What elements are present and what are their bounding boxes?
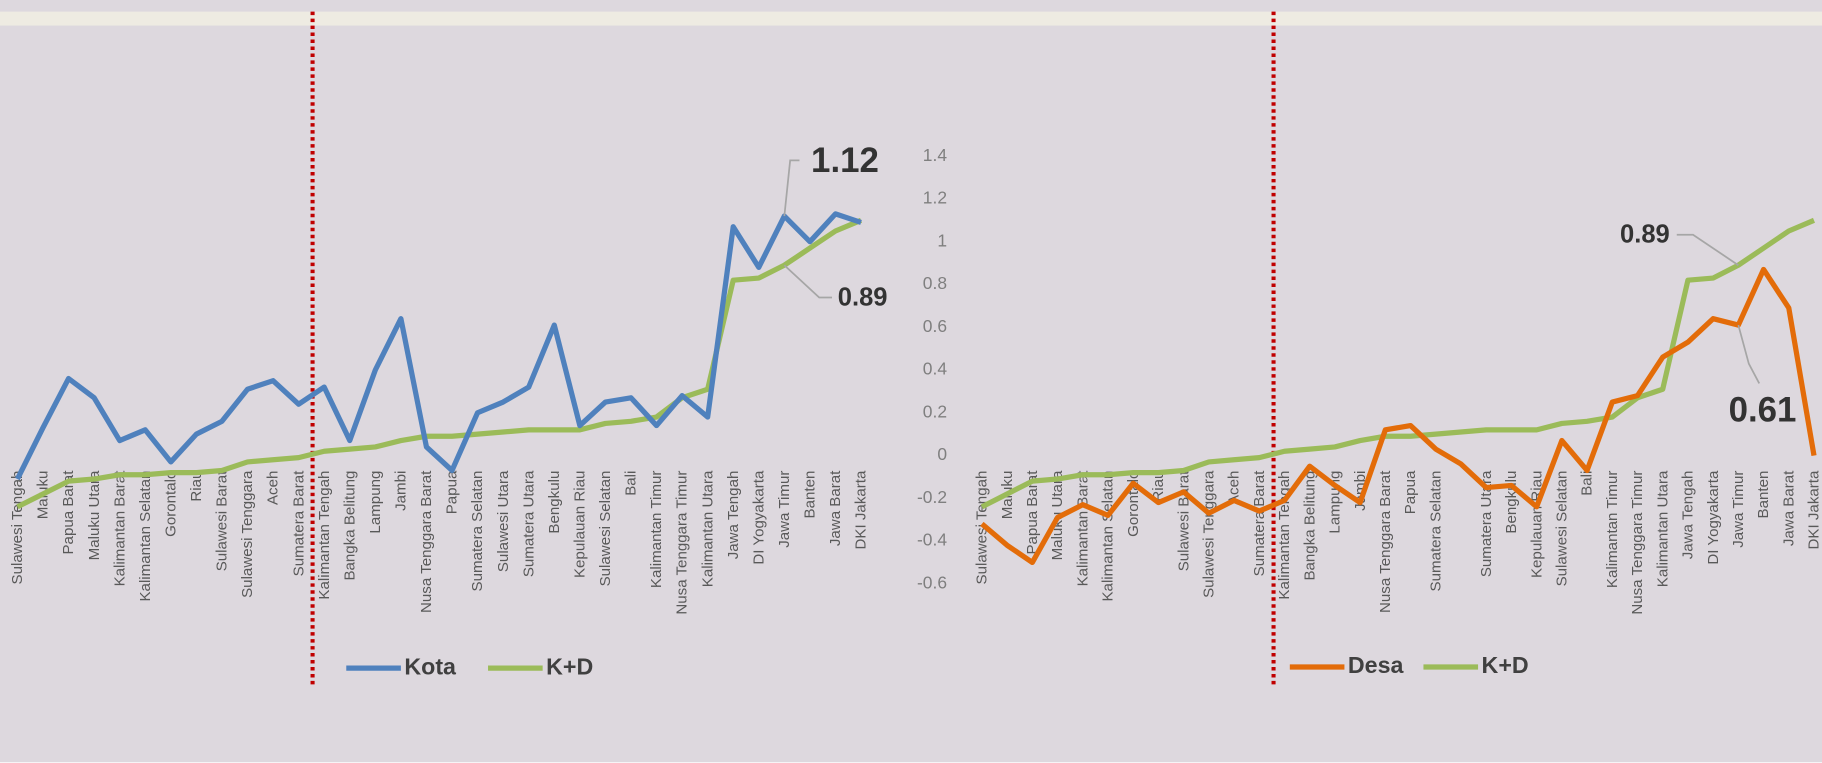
legend-label: K+D [1482, 652, 1529, 678]
x-tick-label: Papua Barat [60, 470, 77, 555]
x-tick-label: Kalimantan Barat [1074, 470, 1091, 587]
y-tick-label: 0 [937, 444, 947, 464]
x-tick-label: Kalimantan Timur [1604, 471, 1621, 588]
x-tick-label: Kalimantan Selatan [1100, 471, 1117, 602]
x-tick-label: Sulawesi Utara [495, 470, 512, 572]
value-label: 1.12 [811, 141, 879, 180]
x-tick-label: Nusa Tenggara Barat [418, 470, 435, 613]
x-tick-label: Kepulauan Riau [571, 471, 588, 578]
x-tick-label: Nusa Tenggara Timur [674, 471, 691, 615]
series-line [980, 217, 1816, 510]
legend-label: Kota [404, 653, 457, 679]
x-tick-label: Bengkulu [546, 471, 563, 534]
x-tick-label: Sulawesi Tenggara [239, 470, 256, 598]
x-tick-label: Lampung [367, 471, 384, 534]
x-tick-label: Banten [1755, 471, 1772, 519]
x-tick-label: Bangka Belitung [1301, 471, 1318, 581]
x-tick-label: Banten [802, 471, 819, 519]
x-tick-label: Jawa Timur [776, 471, 793, 548]
x-tick-label: Sulawesi Tenggara [1200, 470, 1217, 598]
x-tick-label: Sulawesi Tengah [974, 471, 991, 585]
x-tick-label: Papua Barat [1024, 470, 1041, 555]
series-line [980, 266, 1817, 566]
y-tick-label: 1.4 [923, 145, 948, 165]
x-tick-label: Jawa Tengah [1680, 471, 1697, 560]
x-tick-label: Sulawesi Selatan [1553, 471, 1570, 587]
x-tick-label: Gorontalo [162, 471, 179, 537]
x-tick-label: DKI Jakarta [853, 470, 870, 549]
x-tick-label: Sumatera Selatan [469, 471, 486, 592]
x-tick-label: Kalimantan Tengah [316, 471, 333, 600]
x-tick-label: Kalimantan Timur [648, 471, 665, 588]
x-tick-label: Gorontalo [1125, 471, 1142, 537]
x-tick-label: Jawa Tengah [725, 471, 742, 560]
x-tick-label: Sulawesi Tengah [9, 471, 26, 585]
series-line [15, 211, 862, 481]
y-tick-label: 0.2 [923, 401, 947, 421]
x-tick-label: Kalimantan Barat [111, 470, 128, 587]
x-tick-label: Kalimantan Selatan [137, 471, 154, 602]
x-tick-label: Sumatera Barat [290, 470, 307, 577]
x-tick-label: Jawa Timur [1730, 471, 1747, 548]
y-tick-label: -0.4 [917, 530, 947, 550]
x-tick-label: Sumatera Selatan [1427, 471, 1444, 592]
x-tick-label: Sulawesi Barat [1175, 470, 1192, 571]
x-tick-label: Riau [188, 471, 205, 502]
y-tick-label: -0.2 [917, 487, 947, 507]
y-tick-label: -0.6 [917, 572, 947, 592]
x-tick-label: Bengkulu [1503, 471, 1520, 534]
annotation-leader [783, 159, 800, 217]
x-tick-label: Nusa Tenggara Timur [1629, 471, 1646, 615]
y-tick-label: 0.6 [923, 316, 947, 336]
top-band [0, 11, 1822, 26]
y-tick-label: 0.4 [923, 359, 948, 379]
x-tick-label: DI Yogyakarta [1705, 470, 1722, 565]
annotation-leader [1676, 233, 1739, 266]
annotation-leader [1737, 324, 1761, 384]
x-tick-label: Papua [444, 470, 461, 514]
x-tick-label: DKI Jakarta [1806, 470, 1822, 549]
y-tick-label: 0.8 [923, 273, 947, 293]
x-tick-label: Bali [623, 471, 640, 496]
annotation-leader [783, 264, 832, 299]
x-tick-label: Sumatera Utara [520, 470, 537, 577]
x-tick-label: Kalimantan Utara [699, 470, 716, 587]
x-tick-label: Nusa Tenggara Barat [1377, 470, 1394, 613]
x-tick-label: Sumatera Barat [1251, 470, 1268, 577]
y-tick-label: 1.2 [923, 188, 947, 208]
x-tick-label: Bangka Belitung [341, 471, 358, 581]
x-tick-label: Jawa Barat [827, 470, 844, 546]
y-tick-label: 1 [937, 230, 947, 250]
x-tick-label: Bali [1579, 471, 1596, 496]
x-tick-label: Jawa Barat [1780, 470, 1797, 546]
legend-label: Desa [1348, 652, 1405, 678]
x-tick-label: Papua [1402, 470, 1419, 514]
x-tick-label: Jambi [393, 471, 410, 511]
value-label: 0.89 [1620, 221, 1670, 249]
legend-label: K+D [546, 653, 593, 679]
x-tick-label: Sulawesi Selatan [597, 471, 614, 587]
value-label: 0.89 [838, 283, 888, 311]
x-tick-label: Sumatera Utara [1478, 470, 1495, 577]
x-tick-label: Riau [1150, 471, 1167, 502]
value-label: 0.61 [1729, 391, 1797, 430]
x-tick-label: Maluku Utara [86, 470, 103, 560]
x-tick-label: Aceh [1226, 471, 1243, 505]
x-tick-label: Sulawesi Barat [214, 470, 231, 571]
x-tick-label: Kalimantan Utara [1654, 470, 1671, 587]
x-tick-label: DI Yogyakarta [750, 470, 767, 565]
x-tick-label: Aceh [265, 471, 282, 505]
